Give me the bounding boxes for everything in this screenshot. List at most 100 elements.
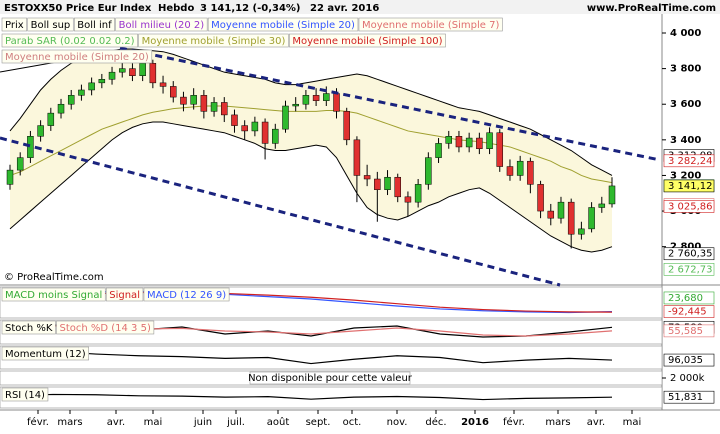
legend-item[interactable]: Prix <box>1 17 27 32</box>
price-tag-label: 2 672,73 <box>668 264 713 275</box>
candle-body <box>180 96 187 105</box>
legend-item[interactable]: Boll inf <box>73 17 115 32</box>
candle-body <box>210 102 218 112</box>
candle-body <box>363 175 371 180</box>
legend-box <box>1 17 27 32</box>
legend-item[interactable]: Signal <box>105 287 144 302</box>
candle-body <box>435 143 442 158</box>
candle-body <box>139 63 146 76</box>
legend-box <box>115 17 208 32</box>
x-tick-label: sept. <box>306 417 331 428</box>
legend-box <box>207 17 359 32</box>
x-tick-label: mai <box>623 417 642 428</box>
candle-body <box>578 228 585 235</box>
header-bar <box>0 0 720 14</box>
candle-body <box>47 112 55 126</box>
legend-label: Moyenne mobile (Simple 100) <box>292 36 442 47</box>
legend-item[interactable]: Stoch %D (14 3 5) <box>56 320 155 335</box>
candle-body <box>241 125 248 132</box>
legend-label: Boll sup <box>31 20 71 31</box>
legend-item[interactable]: Moyenne mobile (Simple 30) <box>138 33 289 48</box>
legend-label: Moyenne mobile (Simple 20) <box>211 20 355 31</box>
indicator-line <box>9 105 613 184</box>
legend-label: Moyenne mobile (Simple 30) <box>142 36 286 47</box>
candle-body <box>88 82 95 91</box>
x-tick-label: juin <box>193 417 212 428</box>
value-tag-label: -92,445 <box>668 307 707 318</box>
legend-item[interactable]: Moyenne mobile (Simple 100) <box>289 33 446 48</box>
legend-label: Boll inf <box>77 20 112 31</box>
price-tag <box>663 154 715 168</box>
legend-item[interactable]: Moyenne mobile (Simple 20) <box>207 17 359 32</box>
legend-box <box>105 287 144 302</box>
candle-body <box>312 95 320 101</box>
bollinger-band <box>10 49 612 253</box>
price-tag <box>663 263 715 276</box>
legend-item[interactable]: Stoch %K <box>1 320 56 335</box>
legend-item[interactable]: Parab SAR (0.02 0.02 0.2) <box>1 33 138 48</box>
legend-label: Parab SAR (0.02 0.02 0.2) <box>5 36 135 47</box>
y-tick-label: 2 000k <box>670 373 705 384</box>
candle-body <box>598 203 606 208</box>
candle-body <box>608 185 616 205</box>
legend-item[interactable]: Moyenne mobile (Simple 20) <box>1 49 153 64</box>
legend-box <box>1 320 56 335</box>
candle-body <box>476 137 483 149</box>
candle-body <box>108 71 116 80</box>
legend-item[interactable]: MACD moins Signal <box>1 287 106 302</box>
trend-line <box>0 136 561 287</box>
indicator-line <box>9 350 613 365</box>
candle-body <box>588 207 595 230</box>
x-tick-label: déc. <box>425 416 446 428</box>
candle-body <box>98 79 106 84</box>
candle-body <box>557 201 565 219</box>
candle-body <box>67 95 75 105</box>
y-tick-label: 3 200 <box>670 170 701 181</box>
legend-item[interactable]: Moyenne mobile (Simple 7) <box>358 17 503 32</box>
legend-item[interactable]: RSI (14) <box>1 387 49 402</box>
candle-body <box>404 196 412 203</box>
candle-body <box>272 128 279 144</box>
candle-body <box>323 93 330 101</box>
period: Hebdo <box>158 3 194 14</box>
price-tag <box>663 200 715 213</box>
legend-item[interactable]: Boll milieu (20 2) <box>115 17 208 32</box>
value-tag <box>663 305 715 318</box>
note-box <box>249 371 411 385</box>
indicator-line <box>9 121 613 253</box>
legend-box <box>289 33 446 48</box>
candle-body <box>333 93 340 112</box>
candle-body <box>78 89 85 96</box>
candle-body <box>190 95 197 105</box>
price-panel <box>6 48 616 253</box>
candle-body <box>353 139 361 176</box>
candle-body <box>37 125 44 137</box>
x-tick-label: oct. <box>343 417 362 428</box>
indicator-panel <box>0 345 663 370</box>
price-tag-label: 3 025,86 <box>668 201 713 212</box>
legend-box <box>1 287 106 302</box>
x-tick-label: févr. <box>27 416 49 428</box>
value-tag-label: 96,035 <box>668 355 703 366</box>
candle-body <box>118 68 126 73</box>
legend-item[interactable]: Boll sup <box>27 17 74 32</box>
candle-body <box>425 157 432 185</box>
value-tag <box>663 390 715 404</box>
legend-item[interactable]: Momentum (12) <box>1 346 89 361</box>
legend-label: Signal <box>109 290 140 301</box>
candle-body <box>374 178 381 190</box>
legend-label: Stoch %D (14 3 5) <box>59 323 150 334</box>
legend-box <box>143 287 230 302</box>
y-tick-label: 3 600 <box>670 99 701 110</box>
candle-body <box>384 176 391 190</box>
legend-box <box>1 387 49 402</box>
x-tick-label: mars <box>545 417 570 428</box>
legend-item[interactable]: MACD (12 26 9) <box>143 287 230 302</box>
candle-body <box>292 103 299 107</box>
indicator-line <box>9 393 613 401</box>
y-tick-label: 4 000 <box>670 28 701 39</box>
instrument: ESTOXX50 Price Eur Index <box>4 3 152 14</box>
trend-line <box>119 46 661 162</box>
legend-box <box>73 17 115 32</box>
